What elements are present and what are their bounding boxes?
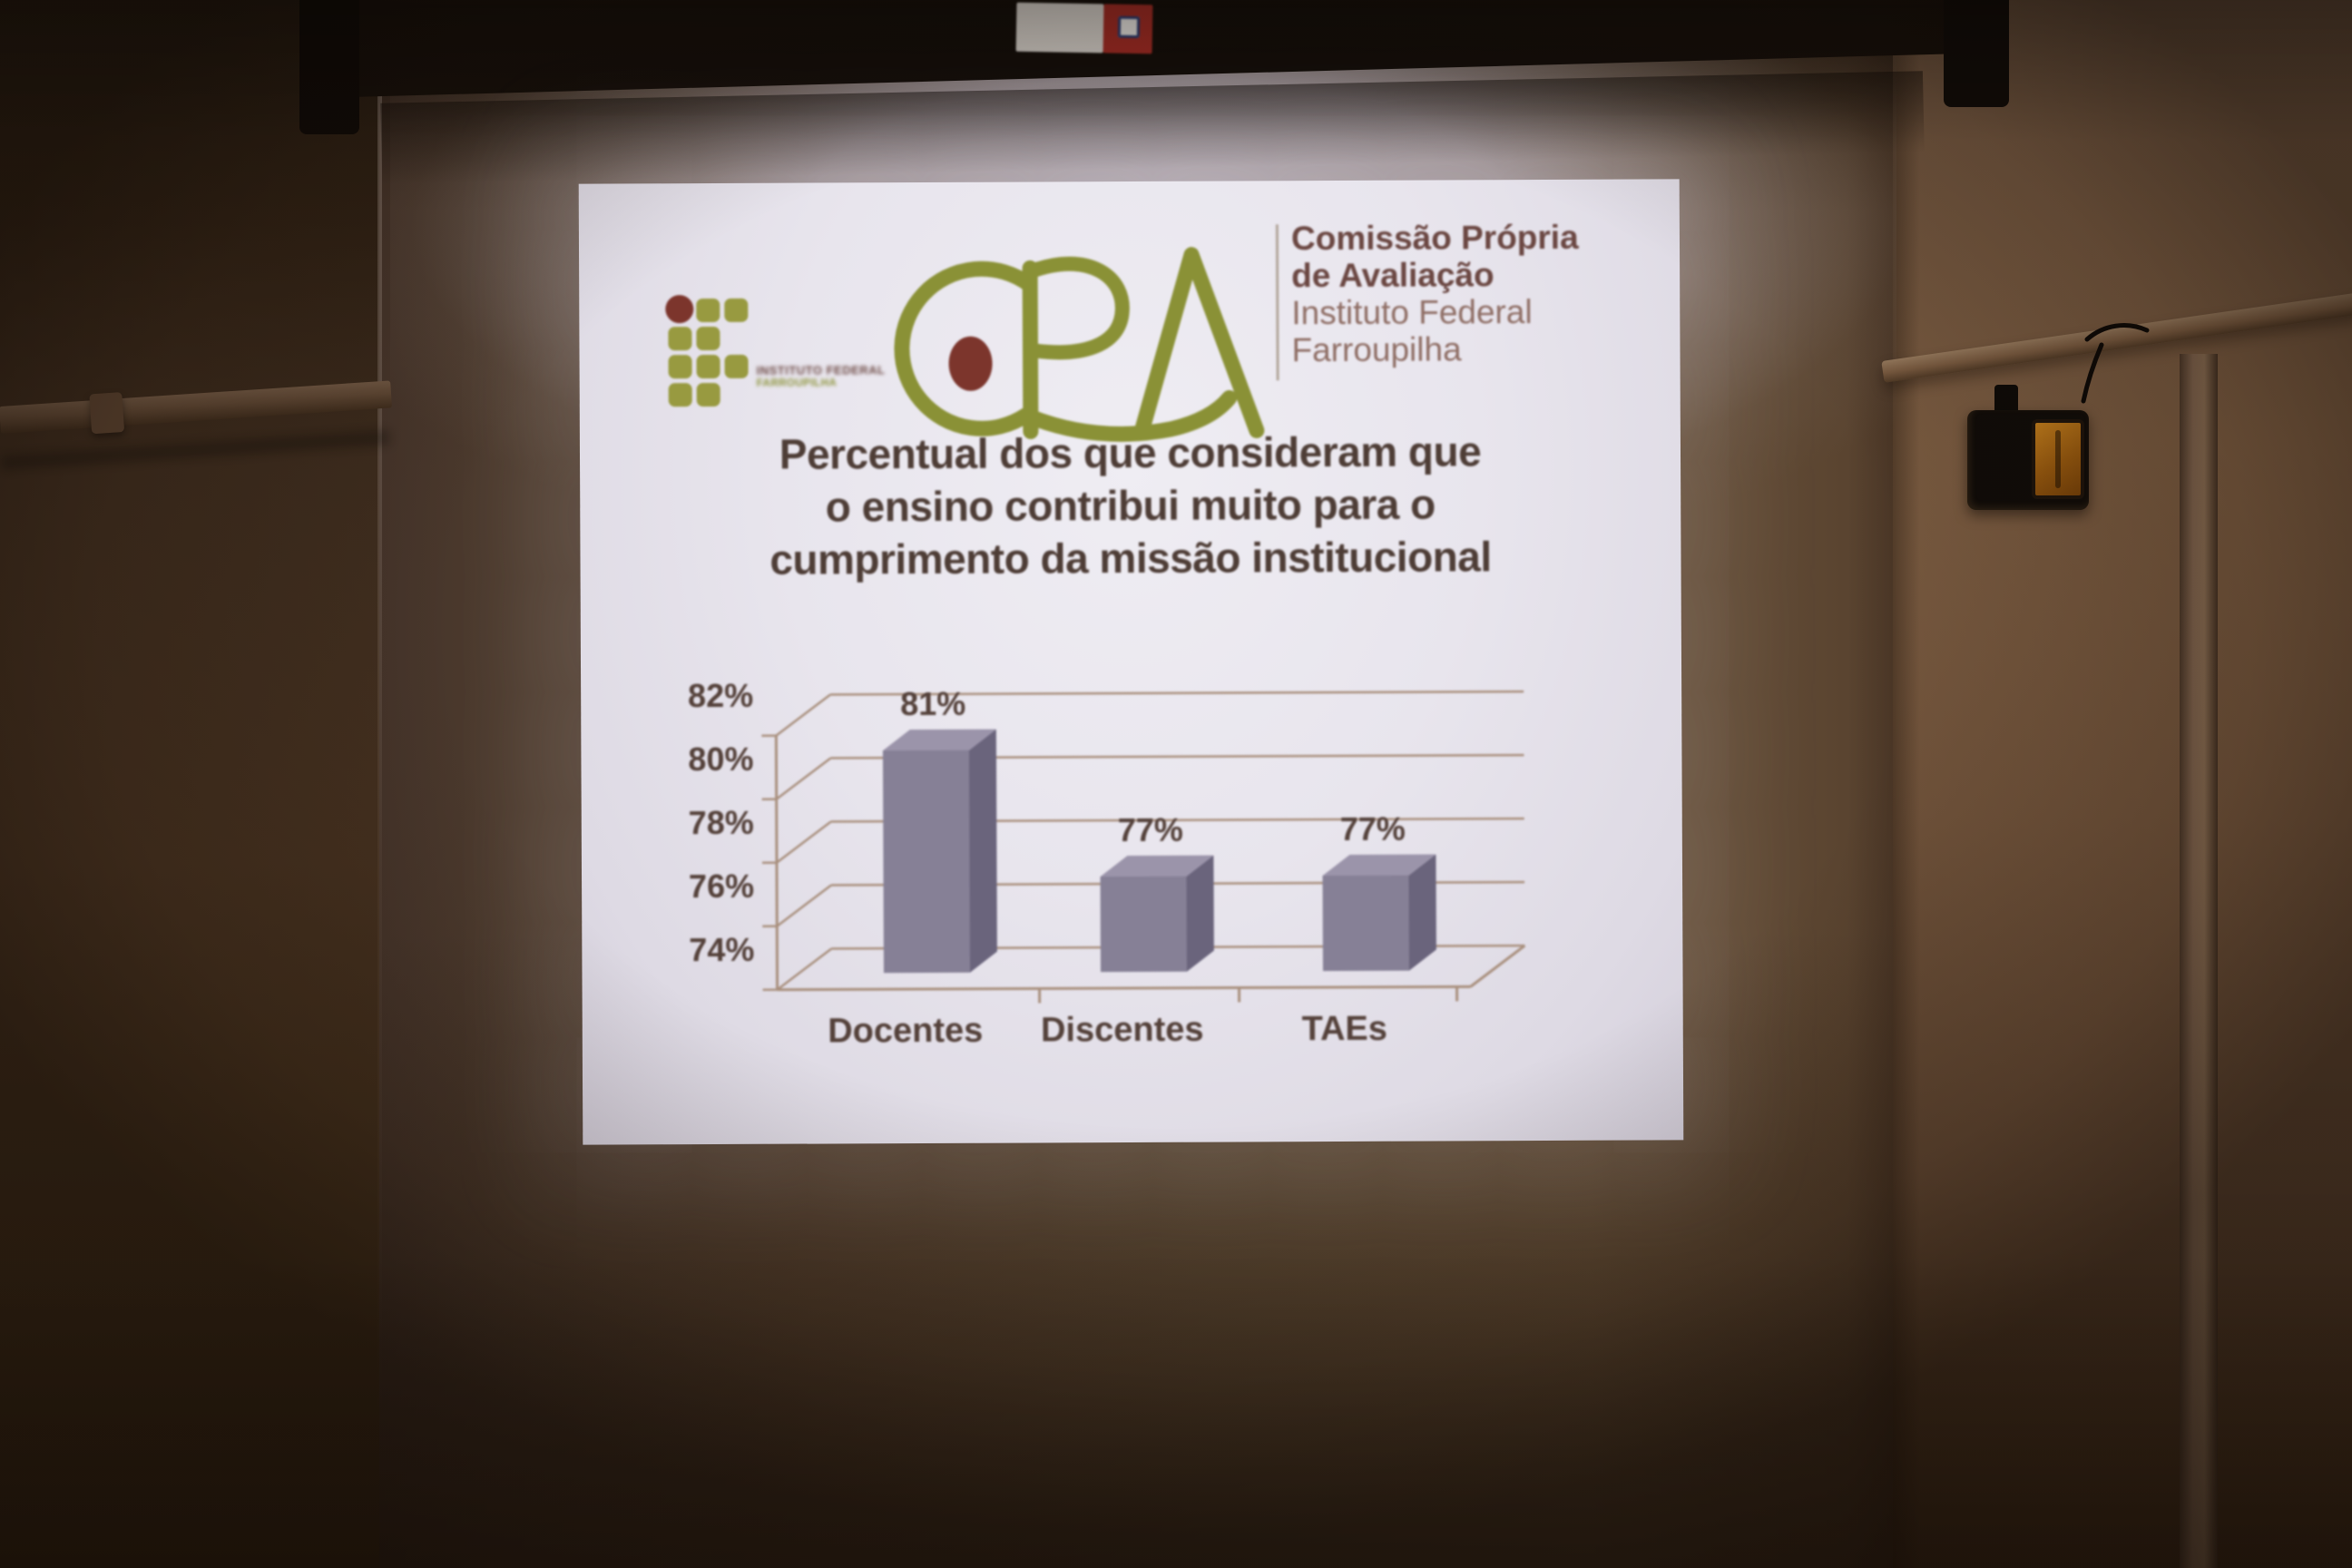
casing-end-cap-left (299, 0, 359, 134)
if-logo: INSTITUTO FEDERAL FARROUPILHA (665, 295, 887, 435)
right-wall-trim (2180, 354, 2218, 1568)
if-logo-square (668, 383, 692, 407)
bar-taes: 77% TAEs (1302, 810, 1436, 1048)
bar-data-label: 81% (900, 685, 965, 722)
y-axis-label: 82% (688, 677, 753, 714)
category-label: TAEs (1302, 1010, 1388, 1048)
if-logo-dot (665, 295, 694, 324)
bar-docentes: 81% Docentes (828, 685, 997, 1051)
if-logo-square (724, 354, 749, 378)
cpa-caption-line1: Comissão Própria (1290, 218, 1579, 258)
sticker-emblem (1117, 15, 1141, 39)
y-axis-label: 76% (689, 867, 754, 905)
device-mount-stub (1994, 385, 2018, 414)
if-logo-square (696, 326, 720, 351)
if-logo-caption: INSTITUTO FEDERAL FARROUPILHA (756, 363, 886, 390)
device-amber-panel (2032, 419, 2084, 499)
cpa-caption-line4: Farroupilha (1291, 330, 1462, 369)
slide-title: Percentual dos que consideram que o ensi… (580, 424, 1681, 586)
if-logo-grid (665, 295, 755, 412)
left-wall (0, 0, 390, 1568)
pipe-bracket (89, 392, 125, 435)
cpa-logo-dot (948, 336, 993, 391)
cpa-logo (894, 247, 1265, 442)
slide-title-line1: Percentual dos que consideram que (779, 427, 1482, 478)
right-wall (1887, 0, 2352, 1568)
if-logo-square (696, 354, 720, 379)
y-axis-label: 80% (688, 740, 753, 778)
category-label: Discentes (1041, 1011, 1204, 1050)
screen-left-edge (377, 54, 382, 1416)
casing-sticker (1015, 2, 1153, 54)
if-caption-line1: INSTITUTO FEDERAL (756, 363, 886, 377)
slide-title-line2: o ensino contribui muito para o (825, 480, 1436, 531)
if-caption-line2: FARROUPILHA (756, 377, 838, 389)
if-logo-square (724, 298, 749, 322)
slide-title-line3: cumprimento da missão institucional (769, 533, 1492, 583)
if-logo-square (696, 382, 720, 407)
casing-end-cap-right (1944, 0, 2009, 107)
device-body (1967, 410, 2089, 510)
bar-data-label: 77% (1340, 810, 1406, 848)
slide-content: INSTITUTO FEDERAL FARROUPILHA Comissão P… (579, 179, 1684, 1144)
sticker-red-label (1102, 4, 1153, 54)
cpa-caption-line3: Instituto Federal (1291, 293, 1533, 332)
bar-discentes: 77% Discentes (1041, 811, 1214, 1050)
projected-slide: INSTITUTO FEDERAL FARROUPILHA Comissão P… (578, 179, 1684, 1145)
device-cable (2081, 323, 2150, 404)
cpa-caption-line2: de Avaliação (1291, 256, 1494, 295)
if-logo-square (668, 327, 692, 351)
bar-data-label: 77% (1118, 811, 1183, 848)
cpa-caption: Comissão Própria de Avaliação Instituto … (1291, 219, 1579, 368)
sticker-white-label (1015, 2, 1104, 54)
if-logo-square (696, 298, 720, 323)
if-logo-square (668, 355, 692, 379)
category-label: Docentes (828, 1012, 983, 1051)
y-axis-label: 78% (689, 804, 754, 841)
alarm-device (1967, 385, 2114, 512)
bar-chart: 74%76%78%80%82% 81%Docentes77%Discentes77… (688, 677, 1526, 1051)
y-axis-label: 74% (689, 931, 754, 968)
